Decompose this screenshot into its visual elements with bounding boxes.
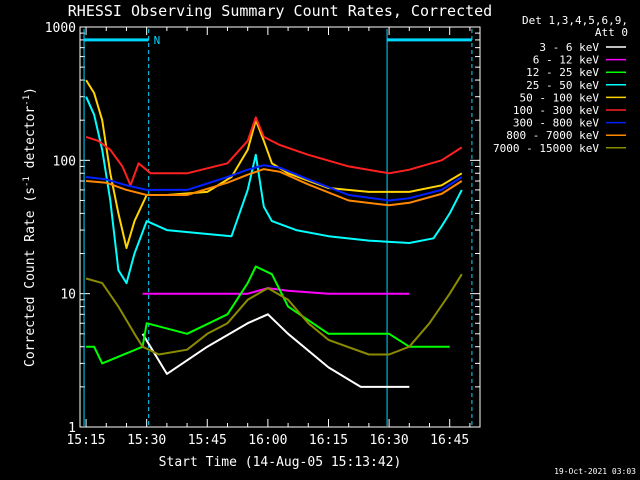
x-tick-label: 16:30	[370, 433, 409, 448]
series-line	[86, 265, 450, 365]
legend-label: 6 - 12 keV	[533, 54, 600, 67]
y-tick-label: 1000	[45, 21, 76, 36]
night-markers: N	[83, 29, 473, 426]
chart-title: RHESSI Observing Summary Count Rates, Co…	[68, 2, 492, 20]
legend-label: 100 - 300 keV	[513, 104, 599, 117]
series-lines	[85, 79, 463, 388]
legend-header: Det 1,3,4,5,6,9, Att 0	[522, 14, 628, 39]
y-axis-ticks: 1 10 100 1000	[45, 21, 480, 436]
x-minor-ticks	[105, 27, 471, 427]
plot-area: 15:15 15:30 15:45 16:00 16:15 16:30 16:45 1101…	[45, 21, 481, 448]
legend-header-line-1: Det 1,3,4,5,6,9,	[522, 14, 628, 27]
y-axis-label-part-1: Corrected Count Rate (s	[23, 187, 38, 367]
x-axis-ticks: 15:15 15:30 15:45 16:00 16:15 16:30 16:45	[66, 27, 469, 448]
legend-label: 7000 - 15000 keV	[493, 142, 599, 155]
series-line	[86, 168, 463, 207]
series-line	[85, 79, 463, 249]
x-tick-label: 15:15	[66, 433, 105, 448]
legend-label: 12 - 25 keV	[526, 66, 599, 79]
legend-label: 300 - 800 keV	[513, 117, 599, 130]
y-axis-label-sup-2: -1	[22, 95, 32, 106]
legend-label: 50 - 100 keV	[520, 91, 600, 104]
series-line	[85, 273, 463, 356]
y-axis-label-part-3: )	[23, 87, 38, 95]
y-axis-label-sup-1: -1	[22, 176, 32, 187]
series-line	[85, 116, 463, 187]
x-tick-label: 15:30	[127, 433, 166, 448]
x-tick-label: 16:00	[248, 433, 287, 448]
y-tick-label: 1	[68, 421, 76, 436]
x-tick-label: 15:45	[188, 433, 227, 448]
y-tick-label: 100	[53, 154, 76, 169]
legend-label: 800 - 7000 keV	[506, 129, 599, 142]
y-tick-label: 10	[60, 288, 76, 303]
footer-timestamp: 19-Oct-2021 03:03	[554, 467, 636, 476]
legend-label: 25 - 50 keV	[526, 79, 599, 92]
x-axis-label: Start Time (14-Aug-05 15:13:42)	[159, 455, 402, 470]
x-tick-label: 16:15	[309, 433, 348, 448]
series-line	[85, 96, 463, 285]
legend-header-line-2: Att 0	[595, 26, 628, 39]
y-axis-label: Corrected Count Rate (s-1 detector-1)	[22, 87, 38, 367]
night-marker-label: N	[154, 34, 161, 47]
axes-frame	[79, 26, 481, 428]
legend-label: 3 - 6 keV	[539, 41, 599, 54]
series-line	[85, 164, 463, 202]
series-line	[141, 313, 410, 388]
x-tick-label: 16:45	[430, 433, 469, 448]
y-axis-label-part-2: detector	[23, 106, 38, 177]
